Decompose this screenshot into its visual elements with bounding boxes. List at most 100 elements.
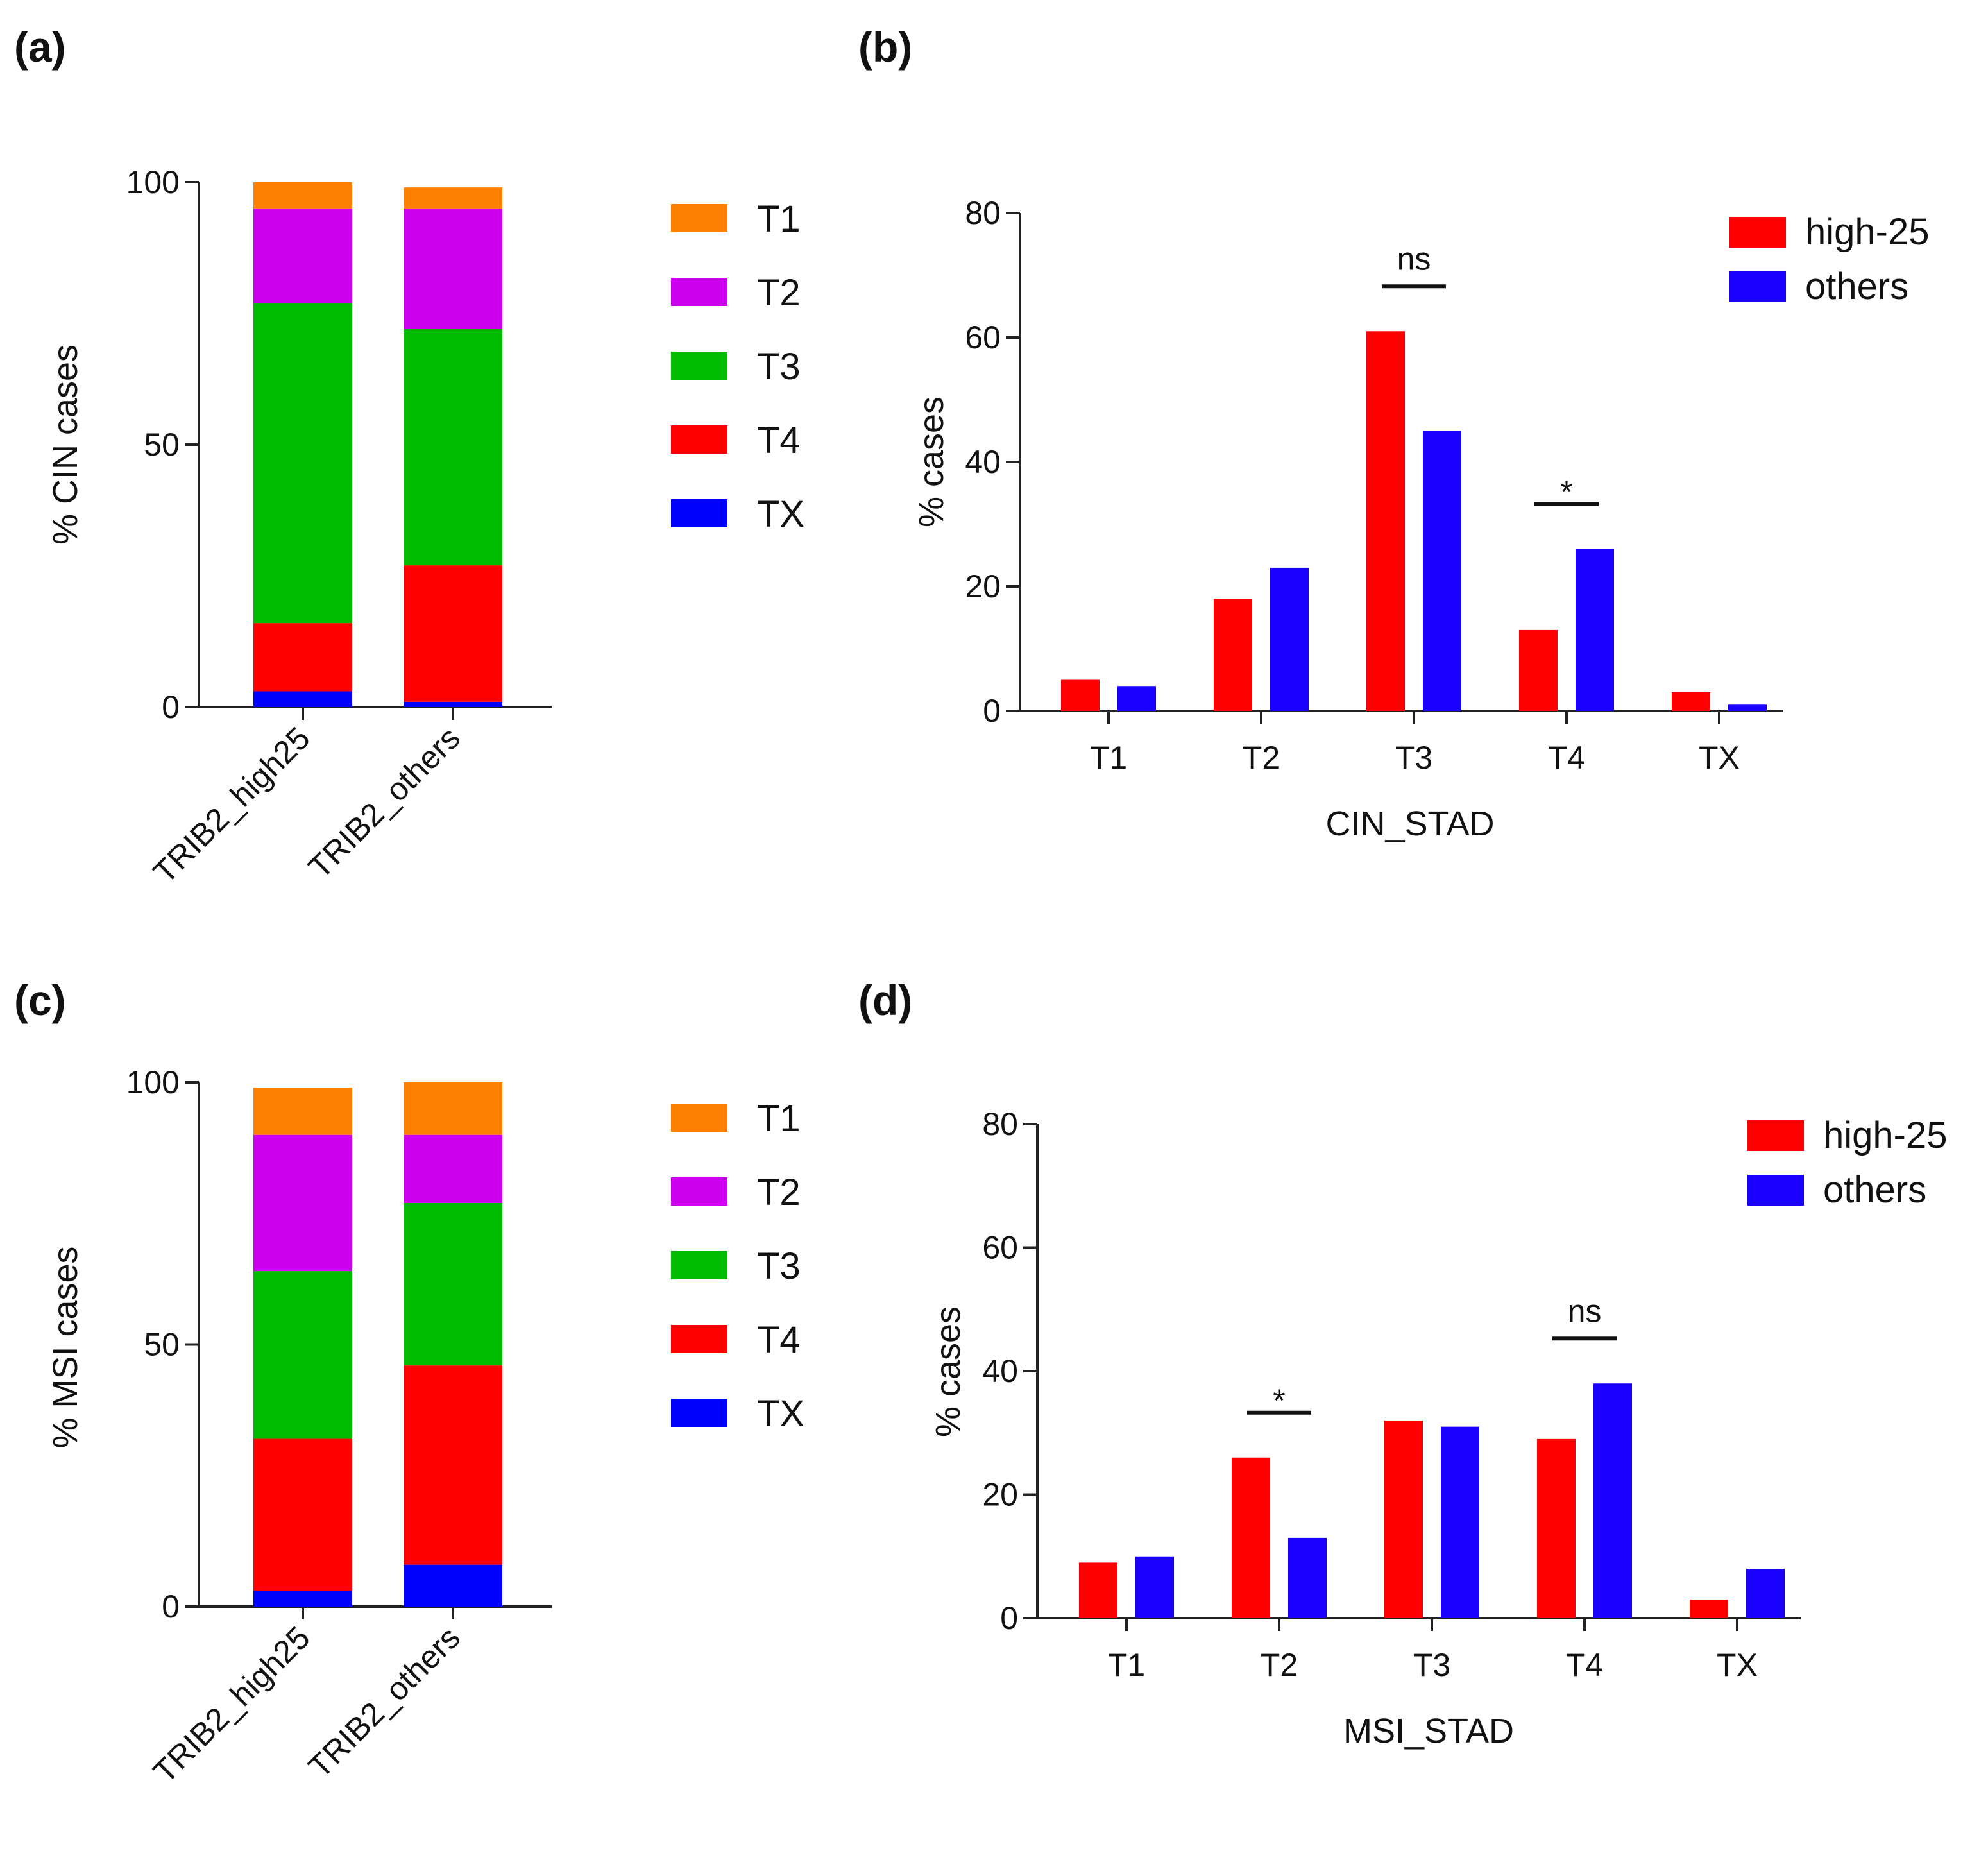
legend-label-t2: T2 (757, 1172, 801, 1213)
bar-t3-trib2_others (404, 1202, 502, 1366)
y-tick-label: 80 (982, 1106, 1018, 1142)
x-tick-label: T1 (1090, 740, 1127, 776)
bar-others-t4 (1593, 1383, 1632, 1618)
bar-t1-trib2_others (404, 1082, 502, 1135)
x-axis-title: CIN_STAD (1325, 805, 1494, 843)
bar-others-t1 (1135, 1556, 1174, 1618)
legend-label-t4: T4 (757, 420, 801, 461)
legend-label-t4: T4 (757, 1319, 801, 1361)
significance-label: ns (1568, 1293, 1602, 1329)
bar-others-t1 (1117, 686, 1156, 711)
x-tick-label: T1 (1108, 1647, 1145, 1683)
y-tick-label: 40 (982, 1353, 1018, 1389)
legend-swatch-t1 (671, 1104, 727, 1132)
panel-label-a: (a) (14, 23, 66, 71)
legend-swatch-high25 (1729, 217, 1786, 248)
bar-high25-t4 (1519, 629, 1558, 711)
x-tick-label: T2 (1243, 740, 1280, 776)
x-tick-label: TRIB2_others (302, 720, 467, 885)
y-tick-label: 20 (982, 1477, 1018, 1513)
bar-high25-t4 (1537, 1438, 1576, 1618)
panel-label-d: (d) (858, 977, 912, 1024)
y-tick-label: 40 (965, 444, 1001, 480)
legend-label-t1: T1 (757, 198, 801, 240)
y-tick-label: 60 (982, 1230, 1018, 1266)
legend-swatch-t1 (671, 204, 727, 232)
x-axis-title: MSI_STAD (1343, 1712, 1514, 1750)
legend-swatch-t4 (671, 425, 727, 454)
chart-panel-d: 0 20 40 60 80 % cases T1 T2 T3 T4 TX MSI_STAD * ns hig… (929, 1106, 1947, 1750)
y-tick-label: 0 (162, 1589, 180, 1625)
significance-label: * (1560, 474, 1572, 510)
bar-high25-tx (1690, 1600, 1728, 1618)
bar-t2-trib2_high25 (253, 1134, 352, 1272)
y-tick-label: 50 (144, 1327, 180, 1363)
legend-swatch-t3 (671, 1251, 727, 1279)
x-tick-label: T3 (1395, 740, 1432, 776)
bar-high25-t2 (1232, 1457, 1270, 1618)
y-axis-title: % cases (929, 1306, 967, 1437)
legend-label-high25: high-25 (1805, 211, 1929, 253)
bar-t1-trib2_high25 (253, 1088, 352, 1135)
legend-label-tx: TX (757, 493, 804, 535)
chart-panel-a: 0 50 100 % CIN cases TRIB2_high25TRIB2_other… (46, 164, 804, 891)
legend-label-tx: TX (757, 1393, 804, 1435)
legend-swatch-others (1729, 271, 1786, 302)
bar-others-t2 (1270, 567, 1309, 711)
legend-swatch-high25 (1747, 1120, 1804, 1151)
x-tick-label: TRIB2_high25 (146, 1619, 317, 1790)
bar-t3-trib2_high25 (253, 303, 352, 624)
bar-t1-trib2_high25 (253, 182, 352, 209)
x-tick-label: T4 (1566, 1647, 1603, 1683)
bar-t2-trib2_high25 (253, 208, 352, 303)
chart-panel-c: 0 50 100 % MSI cases TRIB2_high25TRIB2_other… (46, 1064, 804, 1790)
significance-label: * (1273, 1383, 1285, 1419)
legend-label-t2: T2 (757, 272, 801, 314)
y-tick-label: 0 (983, 693, 1001, 729)
y-tick-label: 100 (126, 1064, 180, 1100)
bar-others-t3 (1423, 431, 1461, 711)
legend-label-t3: T3 (757, 346, 801, 388)
y-axis-title: % CIN cases (46, 345, 85, 545)
bar-t4-trib2_others (404, 565, 502, 702)
y-tick-label: 50 (144, 427, 180, 463)
bar-tx-trib2_high25 (253, 1591, 352, 1607)
legend-label-high25: high-25 (1823, 1114, 1947, 1156)
bar-t3-trib2_high25 (253, 1271, 352, 1439)
bar-high25-t3 (1366, 331, 1405, 711)
legend-label-others: others (1823, 1169, 1926, 1211)
chart-panel-b: 0 20 40 60 80 % cases T1 T2 T3 T4 TX CIN_STAD ns * hig… (912, 195, 1929, 843)
panel-label-b: (b) (858, 23, 912, 71)
legend-swatch-tx (671, 499, 727, 527)
x-tick-label: TRIB2_high25 (146, 720, 317, 891)
x-tick-label: TX (1699, 740, 1740, 776)
legend-label-t1: T1 (757, 1098, 801, 1139)
bar-tx-trib2_others (404, 1564, 502, 1607)
bar-t1-trib2_others (404, 187, 502, 209)
legend-swatch-others (1747, 1175, 1804, 1206)
panel-label-c: (c) (14, 977, 66, 1024)
x-tick-label: T4 (1548, 740, 1585, 776)
bar-high25-t2 (1214, 599, 1252, 711)
x-tick-label: TX (1717, 1647, 1758, 1683)
y-tick-label: 80 (965, 195, 1001, 231)
bar-high25-t1 (1061, 679, 1100, 711)
bar-others-t4 (1576, 549, 1614, 711)
significance-label: ns (1397, 241, 1431, 277)
x-tick-label: T2 (1261, 1647, 1298, 1683)
bar-t4-trib2_others (404, 1365, 502, 1565)
y-tick-label: 100 (126, 164, 180, 200)
bar-t2-trib2_others (404, 208, 502, 330)
bar-t2-trib2_others (404, 1134, 502, 1203)
y-tick-label: 0 (1000, 1600, 1018, 1636)
y-axis-title: % MSI cases (46, 1246, 85, 1448)
bar-tx-trib2_high25 (253, 691, 352, 707)
y-tick-label: 20 (965, 568, 1001, 604)
legend-swatch-tx (671, 1399, 727, 1427)
bar-t4-trib2_high25 (253, 623, 352, 692)
bar-high25-tx (1672, 692, 1710, 711)
bar-others-tx (1728, 704, 1767, 711)
y-axis-title: % cases (912, 397, 951, 527)
x-tick-label: T3 (1413, 1647, 1450, 1683)
